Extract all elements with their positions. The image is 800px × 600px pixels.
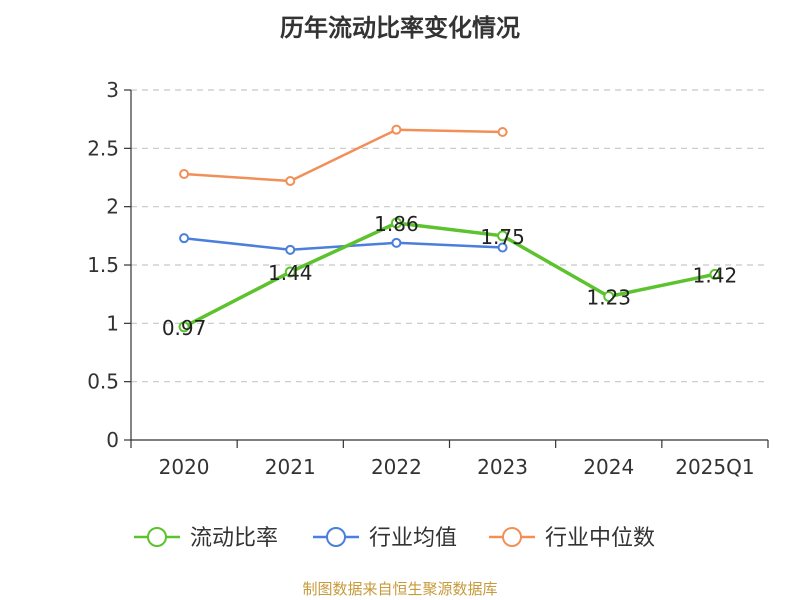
legend-swatch-marker xyxy=(326,527,346,547)
x-tick-label: 2025Q1 xyxy=(675,455,754,479)
data-point xyxy=(391,124,402,135)
data-point xyxy=(390,217,402,229)
legend-item: 行业中位数 xyxy=(489,526,655,551)
axes: 0 0.5 1 1.5 2 2.5 3 2020 2021 2022 2023 2024 2025Q1 xyxy=(87,78,769,479)
legend-label: 流动比率 xyxy=(190,526,278,551)
y-tick-label: 1.5 xyxy=(87,253,119,277)
y-tick-label: 1 xyxy=(106,311,119,335)
y-tick-label: 0 xyxy=(106,428,119,452)
x-tick-label: 2021 xyxy=(265,455,316,479)
grid-lines xyxy=(131,89,768,383)
legend-swatch-marker xyxy=(502,527,522,547)
data-point xyxy=(497,230,509,242)
y-tick-label: 0.5 xyxy=(87,370,119,394)
legend: 流动比率 行业均值 行业中位数 xyxy=(134,526,655,551)
data-point xyxy=(179,169,190,179)
data-label: 1.86 xyxy=(374,212,419,236)
chart-title: 历年流动比率变化情况 xyxy=(280,14,520,42)
y-tick-label: 2.5 xyxy=(87,136,119,160)
legend-item: 行业均值 xyxy=(313,526,457,551)
data-label: 0.97 xyxy=(162,316,207,340)
legend-label: 行业均值 xyxy=(369,526,457,551)
data-point xyxy=(391,237,402,248)
data-point xyxy=(285,176,296,186)
series-line-industry-median xyxy=(184,128,503,183)
data-point xyxy=(709,268,721,280)
x-tick-label: 2022 xyxy=(371,455,422,479)
series-layer xyxy=(178,124,721,333)
data-point xyxy=(603,291,615,302)
y-tick-label: 3 xyxy=(106,78,119,102)
y-tick-label: 2 xyxy=(106,195,119,219)
x-tick-label: 2024 xyxy=(583,455,634,479)
data-label: 1.42 xyxy=(693,263,738,287)
data-point xyxy=(497,242,508,253)
x-tick-label: 2023 xyxy=(477,455,528,479)
data-label: 1.75 xyxy=(480,225,525,249)
x-tick-label: 2020 xyxy=(159,455,210,479)
data-label: 1.44 xyxy=(268,261,313,285)
data-point xyxy=(497,127,508,137)
data-point xyxy=(284,266,296,278)
data-point xyxy=(179,233,190,244)
data-point xyxy=(178,321,190,333)
data-point xyxy=(285,244,296,255)
data-label: 1.23 xyxy=(586,286,631,310)
data-labels: 0.97 1.44 1.86 1.75 1.23 1.42 xyxy=(162,212,737,340)
legend-swatch-marker xyxy=(147,527,167,547)
source-note: 制图数据来自恒生聚源数据库 xyxy=(302,580,498,598)
legend-label: 行业中位数 xyxy=(545,526,655,551)
legend-item: 流动比率 xyxy=(134,526,278,551)
series-line-current-ratio xyxy=(183,221,716,329)
